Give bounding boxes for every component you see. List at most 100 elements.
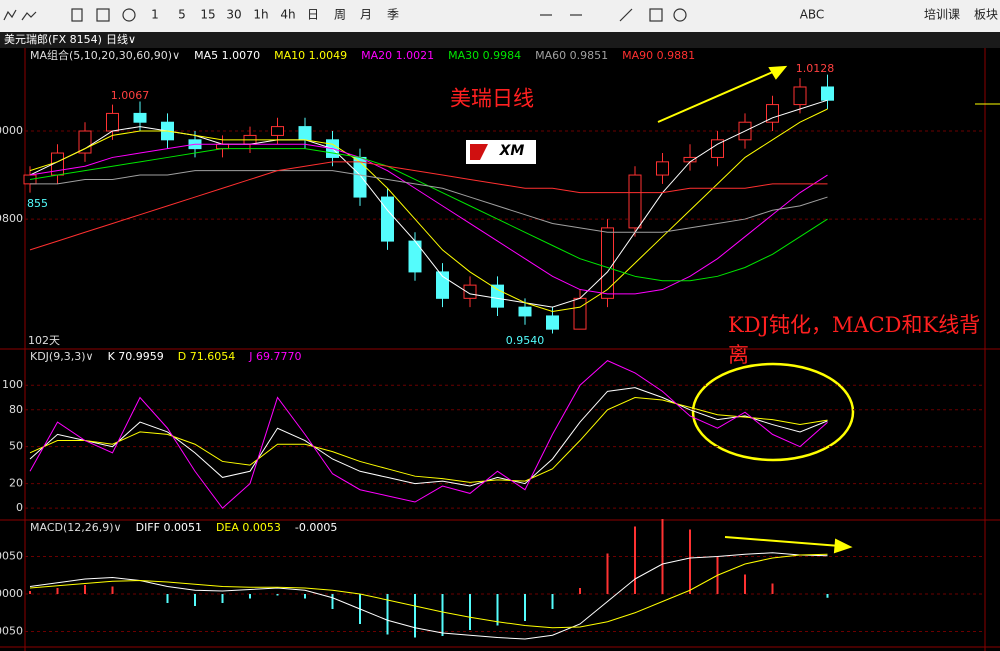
legend-entry: MA组合(5,10,20,30,60,90)∨: [30, 48, 180, 62]
candle-body: [546, 315, 559, 330]
toolbar-button[interactable]: 5: [178, 8, 186, 22]
candle-body: [793, 86, 807, 106]
y-tick-label: 100: [2, 378, 23, 391]
chart-annotation: 美瑞日线: [450, 87, 534, 111]
price-label: 0.9540: [506, 334, 545, 347]
price-label: 855: [27, 197, 48, 210]
toolbar: [0, 0, 1000, 32]
candle-body: [766, 104, 779, 123]
legend-entry: MA20 1.0021: [361, 49, 434, 62]
toolbar-button[interactable]: 板块: [974, 8, 998, 22]
candle-body: [106, 112, 119, 132]
arrow: [724, 536, 841, 547]
title-bar: [0, 32, 1000, 48]
price-label: 1.0128: [796, 62, 835, 75]
arrow-head: [768, 65, 788, 80]
series-line: [29, 143, 828, 295]
icon: [71, 8, 83, 22]
candle-body: [628, 174, 642, 229]
y-tick-label: 80: [9, 403, 23, 416]
candle-body: [133, 112, 147, 123]
y-tick-label: 20: [9, 477, 23, 490]
note-annotation: KDJ钝化，MACD和K线背离: [728, 313, 981, 367]
legend-entry: MA5 1.0070: [194, 49, 260, 62]
legend-entry: D 71.6054: [178, 350, 235, 363]
price-label: 102天: [28, 334, 60, 347]
toolbar-button[interactable]: 月: [360, 8, 372, 22]
arrow: [657, 70, 776, 123]
candle-body: [518, 306, 532, 317]
arrow-head: [833, 538, 853, 554]
icon: [673, 8, 687, 22]
logo-text: XM: [499, 143, 525, 159]
series-line: [29, 108, 828, 313]
toolbar-button[interactable]: 4h: [280, 8, 295, 22]
xm-logo: XM: [466, 140, 536, 164]
candle-body: [381, 196, 394, 242]
series-line: [29, 396, 828, 483]
highlight-ellipse: [691, 362, 855, 462]
series-line: [29, 360, 828, 509]
legend-entry: KDJ(9,3,3)∨: [30, 350, 94, 363]
candle-body: [821, 86, 834, 101]
series-line: [29, 553, 828, 629]
series-line: [30, 170, 828, 233]
toolbar-button[interactable]: 30: [226, 8, 241, 22]
candle-body: [216, 143, 229, 150]
candle-body: [78, 130, 92, 154]
candle-body: [491, 284, 504, 308]
frame: [0, 48, 1000, 651]
legend-entry: K 70.9959: [108, 350, 164, 363]
toolbar-button[interactable]: 1: [151, 8, 159, 22]
toolbar-button[interactable]: ABC: [800, 8, 825, 22]
arrows: [657, 65, 853, 554]
legend-entry: MA30 0.9984: [448, 49, 521, 62]
toolbar-icons: [3, 8, 687, 22]
legend-entry: DIFF 0.0051: [136, 521, 202, 534]
series-line: [29, 161, 828, 251]
toolbar-button[interactable]: 1h: [253, 8, 268, 22]
legend-entry: MA10 1.0049: [274, 49, 347, 62]
icon: [649, 8, 663, 22]
candle-body: [601, 227, 614, 299]
symbol: 美元瑞郎(FX 8154): [4, 32, 102, 46]
toolbar-button[interactable]: 日: [307, 8, 319, 22]
toolbar-button[interactable]: 培训课: [924, 7, 960, 22]
candle-body: [271, 126, 284, 136]
series-line: [29, 99, 828, 308]
toolbar-button[interactable]: 季: [387, 8, 399, 22]
candle-body: [298, 126, 312, 141]
logo-mark: [470, 144, 488, 160]
icon: [619, 8, 633, 22]
legend-entry: MACD(12,26,9)∨: [30, 521, 122, 534]
y-tick-label: 0.9800: [0, 212, 23, 225]
toolbar-button[interactable]: 15: [200, 8, 215, 22]
y-tick-label: 0: [16, 501, 23, 514]
series-line: [29, 552, 828, 640]
candle-body: [463, 284, 477, 299]
y-tick-label: 50: [9, 440, 23, 453]
icon: [122, 8, 136, 22]
series-line: [29, 387, 828, 487]
icon: [21, 11, 37, 21]
icon: [96, 8, 110, 22]
candle-body: [353, 156, 367, 198]
icon: [3, 9, 17, 21]
candle-body: [573, 297, 587, 330]
toolbar-button[interactable]: 周: [334, 8, 346, 22]
price-label: 1.0067: [111, 89, 150, 102]
legend-entry: DEA 0.0053: [216, 521, 281, 534]
legend-entry: MA60 0.9851: [535, 49, 608, 62]
legend-entry: J 69.7770: [248, 350, 301, 363]
legend-entry: -0.0005: [295, 521, 337, 534]
candle-body: [656, 161, 669, 176]
legend-entry: MA90 0.9881: [622, 49, 695, 62]
period: 日线∨: [106, 32, 136, 46]
series-line: [29, 148, 828, 282]
